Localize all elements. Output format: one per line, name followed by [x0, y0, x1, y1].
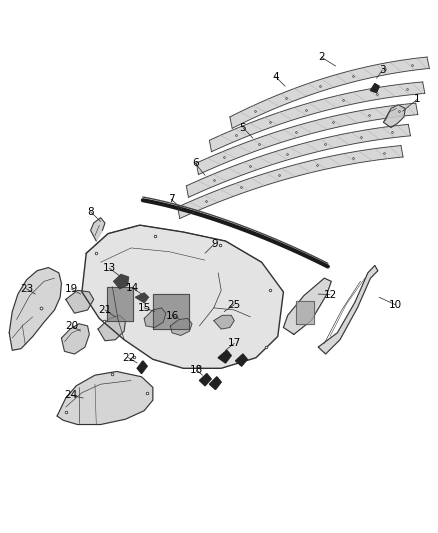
Polygon shape	[153, 294, 189, 329]
Polygon shape	[209, 377, 221, 390]
Text: 9: 9	[212, 239, 218, 249]
Polygon shape	[137, 361, 147, 374]
Polygon shape	[91, 217, 105, 241]
Polygon shape	[178, 146, 403, 219]
Text: 16: 16	[166, 311, 179, 321]
Polygon shape	[107, 287, 133, 320]
Polygon shape	[297, 301, 314, 324]
Text: 7: 7	[168, 194, 174, 204]
Text: 23: 23	[20, 284, 33, 294]
Polygon shape	[236, 354, 247, 366]
Polygon shape	[318, 265, 378, 354]
Polygon shape	[384, 105, 405, 127]
Polygon shape	[144, 308, 166, 327]
Text: 5: 5	[240, 123, 246, 133]
Text: 3: 3	[379, 66, 385, 75]
Polygon shape	[9, 268, 61, 350]
Polygon shape	[61, 324, 89, 354]
Polygon shape	[199, 374, 211, 386]
Text: 17: 17	[228, 338, 241, 349]
Text: 10: 10	[389, 300, 402, 310]
Text: 14: 14	[126, 283, 139, 293]
Polygon shape	[66, 290, 94, 313]
Polygon shape	[218, 350, 231, 363]
Text: 6: 6	[192, 158, 198, 168]
Text: 2: 2	[318, 52, 325, 62]
Text: 15: 15	[138, 303, 151, 313]
Text: 21: 21	[99, 305, 112, 315]
Text: 20: 20	[65, 321, 78, 331]
Polygon shape	[98, 316, 125, 341]
Polygon shape	[209, 82, 425, 152]
Text: 12: 12	[323, 289, 337, 300]
Polygon shape	[82, 225, 283, 368]
Text: 8: 8	[87, 207, 94, 217]
Polygon shape	[135, 293, 148, 303]
Polygon shape	[186, 124, 410, 197]
Polygon shape	[114, 274, 128, 289]
Polygon shape	[230, 57, 429, 128]
Polygon shape	[170, 318, 192, 335]
Text: 1: 1	[414, 94, 420, 104]
Polygon shape	[371, 84, 379, 93]
Polygon shape	[283, 278, 331, 334]
Text: 19: 19	[64, 284, 78, 294]
Text: 4: 4	[272, 71, 279, 82]
Text: 13: 13	[102, 263, 116, 273]
Text: 24: 24	[64, 390, 78, 400]
Text: 18: 18	[190, 365, 203, 375]
Polygon shape	[214, 316, 234, 329]
Text: 22: 22	[122, 353, 135, 362]
Polygon shape	[196, 103, 418, 174]
Text: 25: 25	[228, 300, 241, 310]
Polygon shape	[57, 372, 153, 424]
